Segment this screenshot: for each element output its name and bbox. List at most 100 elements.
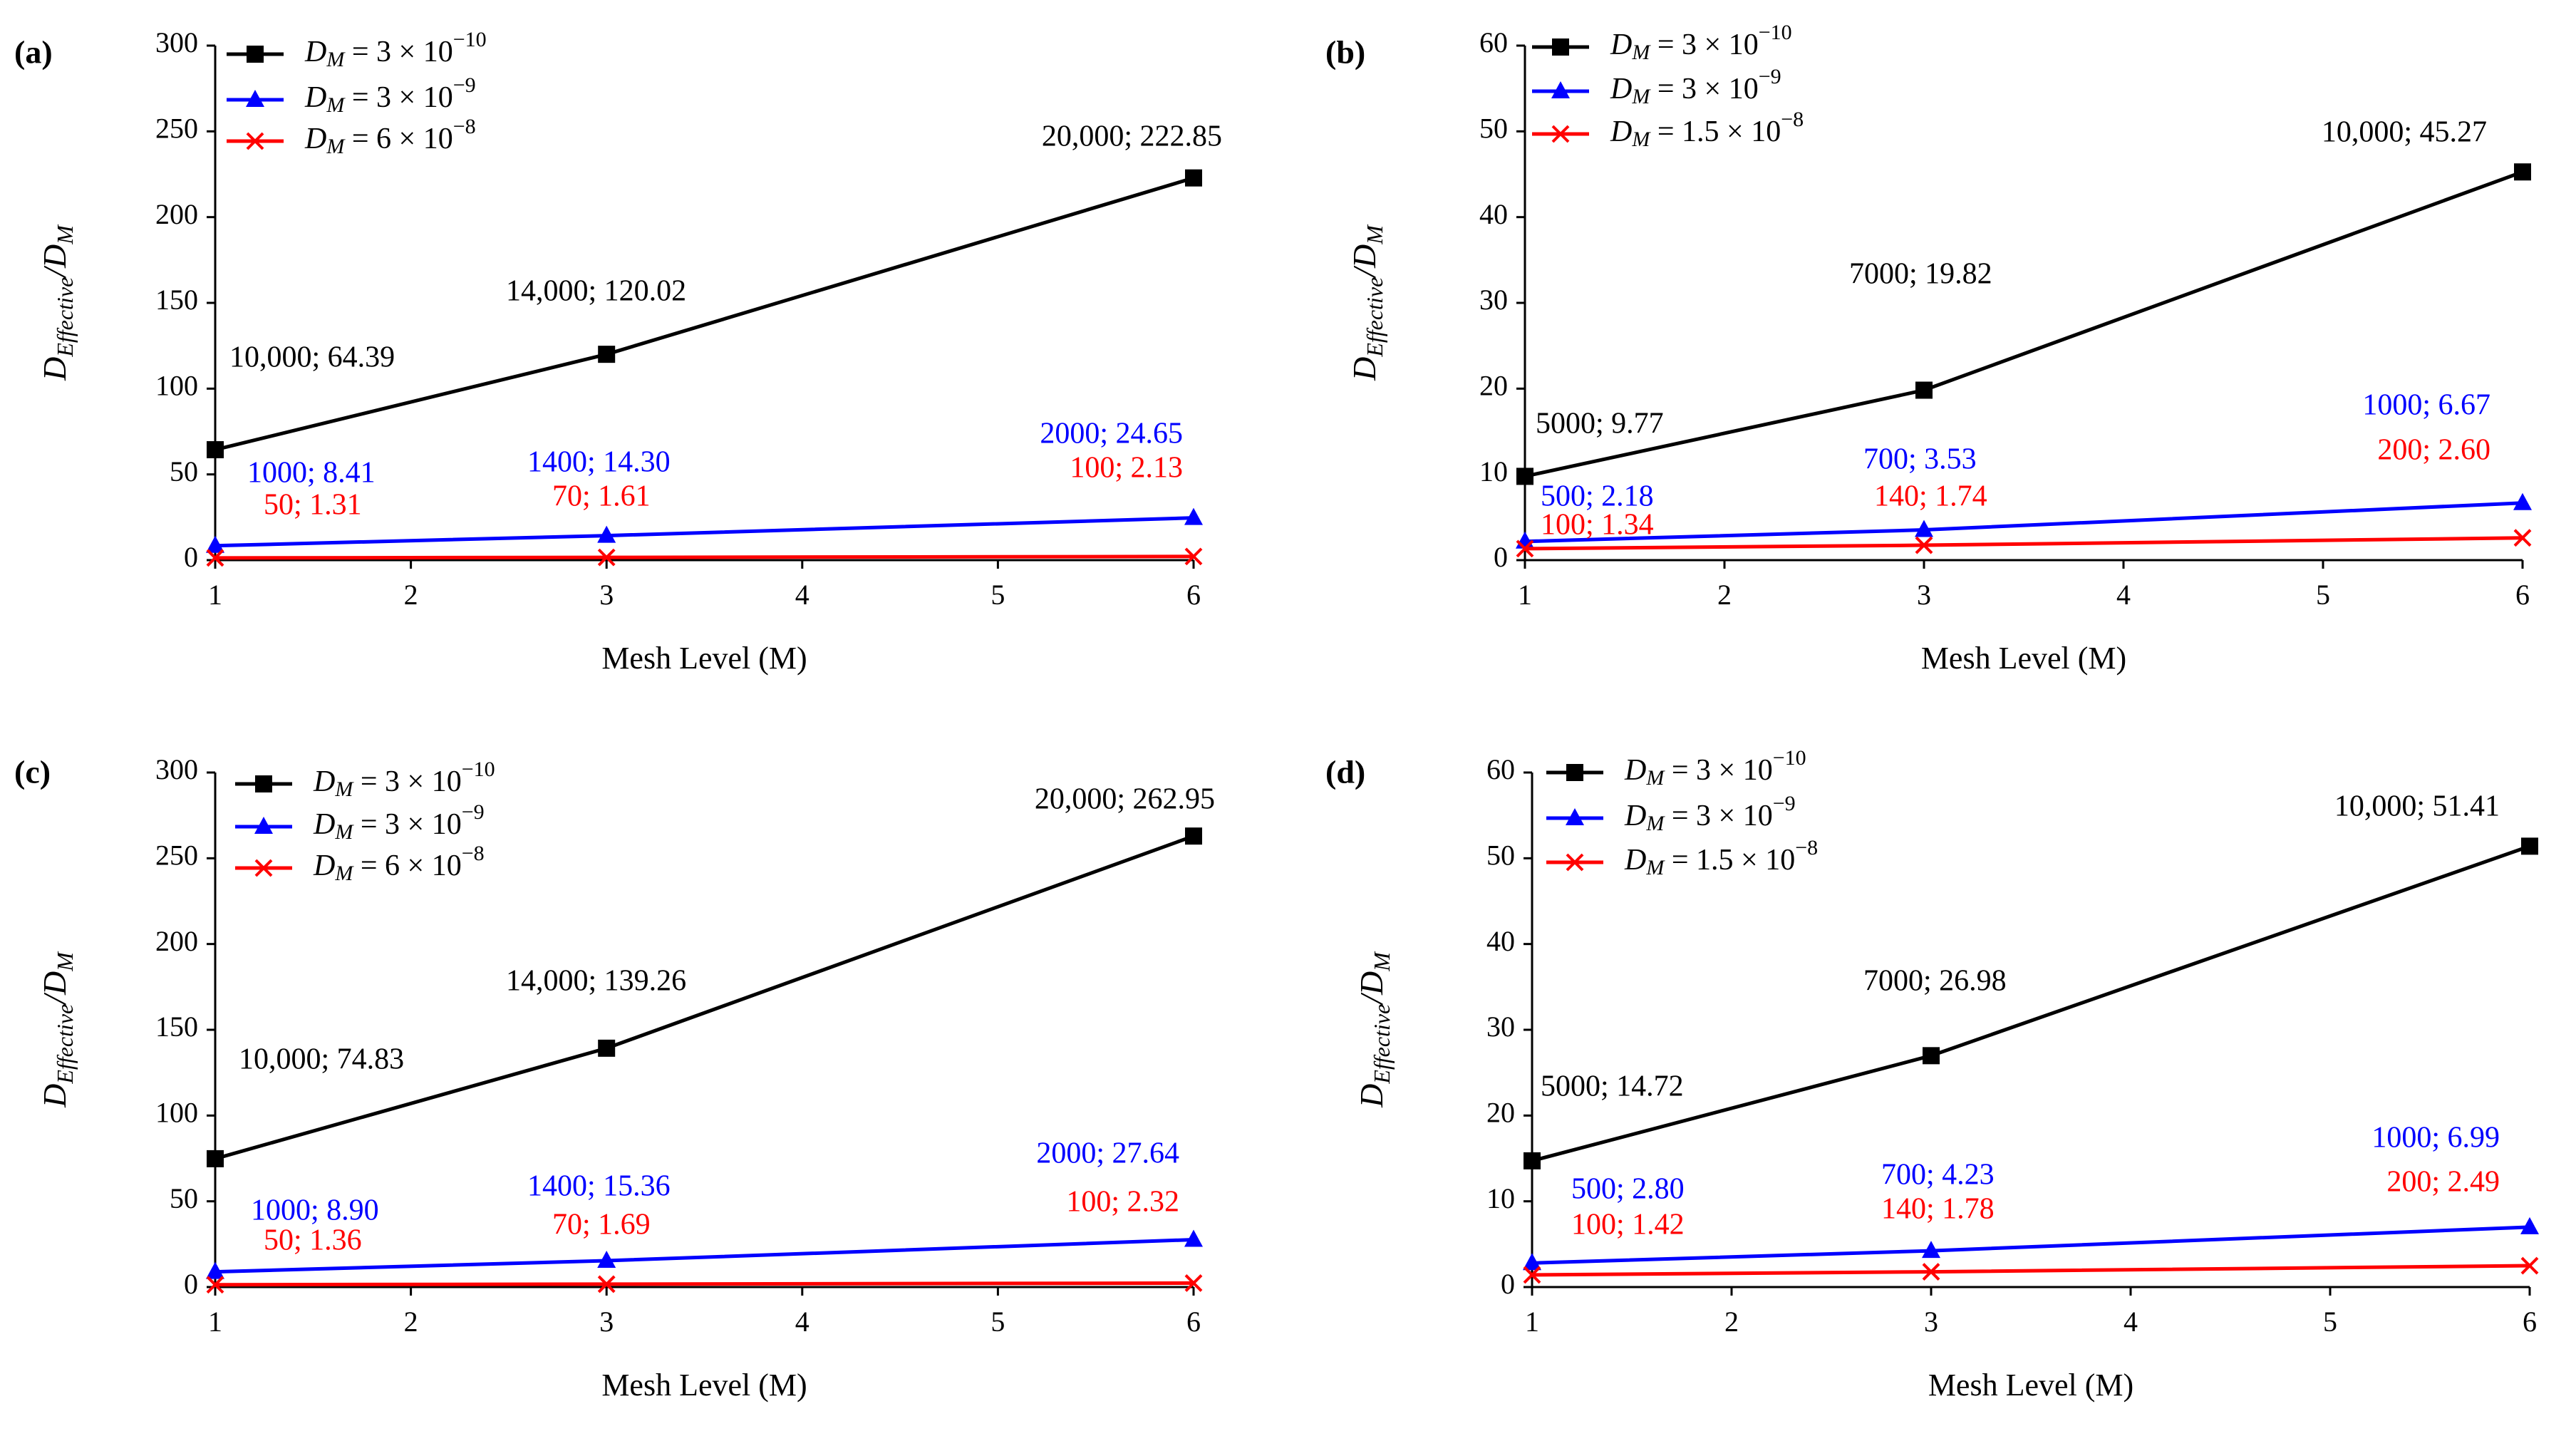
- data-label: 7000; 26.98: [1863, 965, 2007, 998]
- x-axis-label: Mesh Level (M): [1921, 641, 2126, 676]
- x-tick-label: 6: [1186, 579, 1201, 611]
- x-tick-label: 1: [208, 1306, 222, 1338]
- y-tick-label: 20: [1486, 1097, 1515, 1129]
- data-label: 500; 2.18: [1541, 480, 1654, 513]
- data-label: 14,000; 120.02: [506, 275, 686, 308]
- data-point: [1915, 536, 1933, 554]
- legend-label: DM = 1.5 × 10−8: [1624, 836, 1818, 879]
- x-tick-label: 1: [1518, 579, 1532, 611]
- legend-marker: [246, 90, 264, 107]
- data-label: 2000; 24.65: [1040, 418, 1183, 450]
- data-point: [1185, 169, 1202, 187]
- legend-label: DM = 3 × 10−10: [1624, 746, 1806, 790]
- data-label: 1400; 15.36: [527, 1170, 671, 1203]
- panel-label: (b): [1325, 34, 1365, 71]
- data-point: [1922, 1241, 1940, 1259]
- series-line: [214, 1281, 1194, 1287]
- y-tick-label: 300: [155, 753, 198, 785]
- data-label: 700; 4.23: [1881, 1159, 1995, 1192]
- data-label: 2000; 27.64: [1036, 1137, 1179, 1170]
- panel-label: (d): [1325, 754, 1365, 790]
- legend-entry: DM = 3 × 10−10: [235, 758, 495, 801]
- x-tick-label: 4: [2124, 1306, 2138, 1338]
- data-point: [206, 1261, 224, 1279]
- data-label: 700; 3.53: [1863, 443, 1977, 476]
- series-line: [1524, 536, 2523, 551]
- y-tick-label: 0: [1501, 1268, 1515, 1300]
- data-label: 1000; 6.67: [2362, 389, 2490, 422]
- data-point: [206, 535, 224, 553]
- x-tick-label: 6: [2523, 1306, 2537, 1338]
- legend-marker: [255, 775, 272, 792]
- legend-entry: DM = 3 × 10−9: [1532, 65, 1781, 108]
- x-tick-label: 1: [1525, 1306, 1539, 1338]
- legend-label: DM = 6 × 10−8: [313, 842, 485, 885]
- data-point: [597, 1275, 616, 1293]
- data-label: 7000; 19.82: [1849, 258, 1992, 291]
- data-point: [1524, 1152, 1541, 1169]
- data-label: 200; 2.60: [2377, 434, 2490, 467]
- data-label: 200; 2.49: [2386, 1166, 2500, 1199]
- series-2: 50; 1.36 70; 1.69 100; 2.32: [206, 1186, 1203, 1294]
- legend-label: DM = 3 × 10−10: [1610, 21, 1792, 64]
- series-0: 10,000; 64.39 14,000; 120.02 20,000; 222.8…: [207, 120, 1222, 459]
- y-tick-label: 100: [155, 370, 198, 402]
- legend-marker: [246, 132, 264, 150]
- legend-label: DM = 3 × 10−10: [304, 28, 487, 71]
- data-label: 140; 1.74: [1874, 480, 1987, 513]
- x-tick-label: 4: [2116, 579, 2131, 611]
- series-2: 100; 1.34 140; 1.74 200; 2.60: [1516, 434, 2532, 558]
- data-label: 100; 2.13: [1070, 452, 1183, 485]
- series-1: 1000; 8.90 1400; 15.36 2000; 27.64: [206, 1137, 1203, 1279]
- legend-entry: DM = 3 × 10−9: [235, 800, 485, 844]
- data-point: [1516, 468, 1533, 485]
- legend-label: DM = 3 × 10−10: [313, 758, 495, 801]
- x-axis-label: Mesh Level (M): [601, 1368, 807, 1403]
- chart-panel-b: (b) 0 10 20 30 40 50 60 1 2 3 4 5 6 Mesh Level (M) DEff…: [1325, 21, 2532, 676]
- data-label: 70; 1.61: [552, 480, 651, 513]
- y-axis-label: DEffective/DM: [36, 951, 78, 1108]
- legend-entry: DM = 3 × 10−10: [227, 28, 487, 71]
- series-0: 5000; 14.72 7000; 26.98 10,000; 51.41: [1524, 790, 2538, 1169]
- series-line: [1531, 844, 2530, 1163]
- y-tick-label: 0: [184, 541, 198, 573]
- legend-entry: DM = 6 × 10−8: [235, 842, 485, 885]
- legend-label: DM = 3 × 10−9: [304, 73, 476, 117]
- data-point: [207, 441, 224, 459]
- data-point: [2520, 1217, 2539, 1234]
- y-tick-label: 40: [1486, 925, 1515, 957]
- data-label: 10,000; 45.27: [2322, 116, 2487, 149]
- data-point: [207, 1150, 224, 1167]
- legend-entry: DM = 6 × 10−8: [227, 115, 476, 158]
- data-point: [2514, 163, 2531, 181]
- data-point: [597, 1251, 616, 1269]
- series-line: [214, 834, 1194, 1161]
- data-point: [206, 549, 224, 567]
- y-tick-label: 200: [155, 198, 198, 230]
- data-point: [206, 1276, 224, 1294]
- panel-label: (a): [14, 34, 53, 71]
- legend-entry: DM = 3 × 10−9: [1546, 792, 1796, 835]
- legend-marker: [1566, 853, 1584, 872]
- series-line: [214, 516, 1194, 548]
- data-label: 14,000; 139.26: [506, 965, 686, 998]
- y-tick-label: 50: [170, 1182, 198, 1214]
- x-tick-label: 4: [795, 579, 809, 611]
- data-point: [1915, 381, 1933, 399]
- data-point: [1915, 520, 1933, 537]
- x-tick-label: 5: [2316, 579, 2330, 611]
- series-line: [214, 554, 1194, 560]
- y-tick-label: 50: [1486, 840, 1515, 872]
- x-axis-label: Mesh Level (M): [1928, 1368, 2133, 1403]
- data-point: [597, 548, 616, 567]
- data-label: 5000; 9.77: [1536, 408, 1664, 440]
- data-point: [1922, 1263, 1940, 1281]
- data-point: [2521, 837, 2538, 855]
- series-2: 50; 1.31 70; 1.61 100; 2.13: [206, 452, 1203, 567]
- data-label: 70; 1.69: [552, 1209, 651, 1241]
- data-label: 1000; 8.41: [247, 457, 376, 490]
- x-tick-label: 3: [1917, 579, 1931, 611]
- data-label: 140; 1.78: [1881, 1193, 1995, 1226]
